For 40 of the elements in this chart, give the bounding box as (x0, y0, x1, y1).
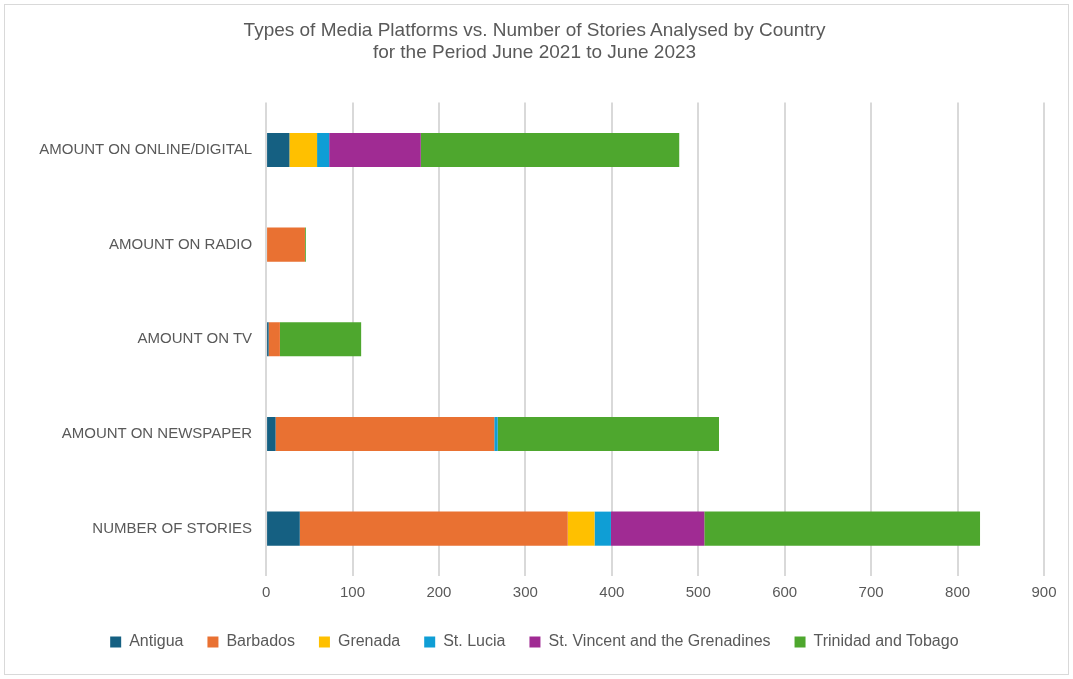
bar (497, 416, 719, 452)
y-tick-label: AMOUNT ON RADIO (109, 234, 253, 252)
legend-label: St. Vincent and the Grenadines (548, 632, 771, 650)
bar (268, 322, 280, 357)
bar (329, 132, 421, 167)
bar (289, 132, 318, 167)
y-tick-label: NUMBER OF STORIES (92, 518, 253, 536)
bar (704, 511, 981, 546)
legend-label: Antigua (129, 632, 184, 650)
bar (267, 227, 305, 262)
x-tick-label: 800 (945, 583, 971, 601)
x-tick-label: 500 (685, 583, 711, 601)
bar (267, 416, 276, 452)
y-tick-label: AMOUNT ON NEWSPAPER (61, 424, 253, 442)
legend-label: Trinidad and Tobago (813, 632, 959, 650)
legend-label: Barbados (226, 632, 295, 650)
bar (267, 511, 300, 546)
y-tick-label: AMOUNT ON ONLINE/DIGITAL (39, 140, 253, 158)
bar (494, 416, 498, 452)
x-tick-label: 600 (772, 583, 798, 601)
x-tick-label: 300 (512, 583, 538, 601)
x-tick-label: 700 (858, 583, 884, 601)
x-tick-label: 0 (261, 583, 271, 601)
x-tick-label: 400 (599, 583, 625, 601)
bar (420, 132, 680, 167)
x-tick-label: 200 (426, 583, 452, 601)
x-tick-label: 100 (340, 583, 366, 601)
bar (594, 511, 611, 546)
legend-label: Grenada (337, 632, 401, 650)
bar (275, 416, 495, 452)
x-tick-label: 900 (1031, 583, 1057, 601)
bar (567, 511, 595, 546)
y-tick-label: AMOUNT ON TV (137, 329, 253, 347)
bar (267, 132, 290, 167)
bar (279, 322, 362, 357)
bar (610, 511, 705, 546)
chart-title: Types of Media Platforms vs. Number of Stories Analysed by Country for the Period June 2021 to June 2023 (243, 18, 826, 63)
bar (317, 132, 330, 167)
legend-label: St. Lucia (443, 632, 506, 650)
bar (299, 511, 568, 546)
